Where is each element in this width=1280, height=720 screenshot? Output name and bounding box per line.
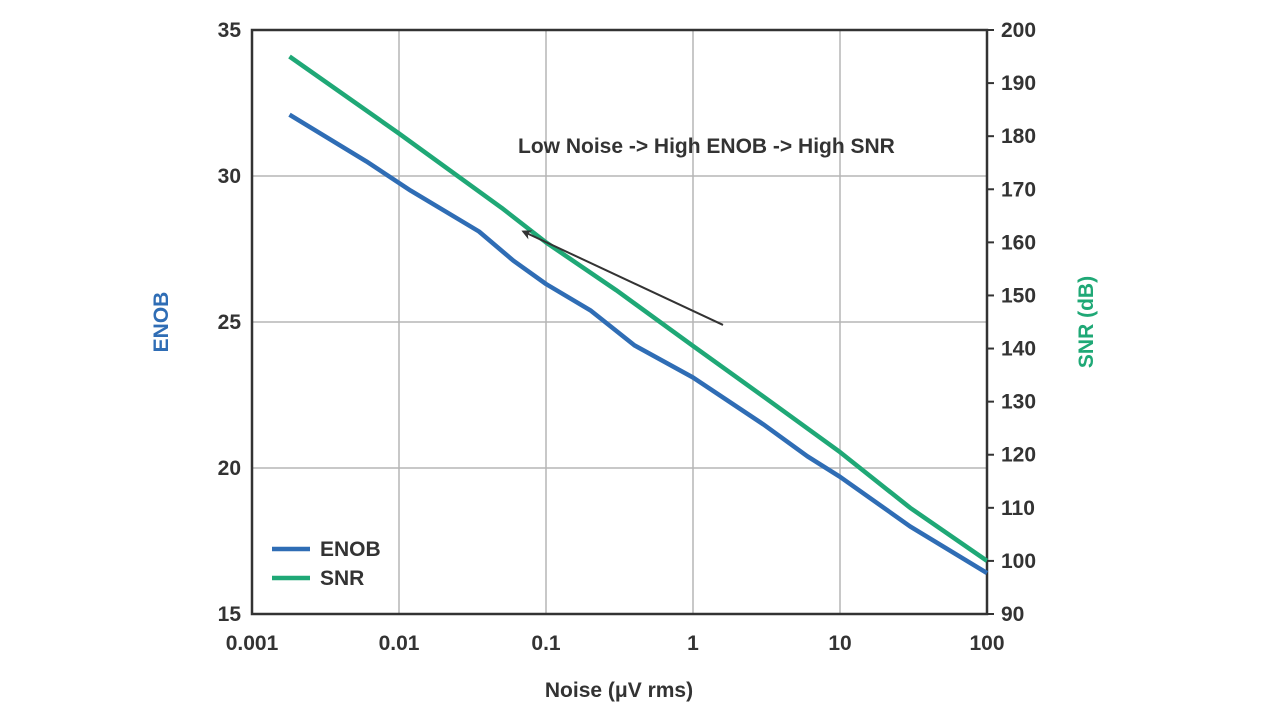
plot-frame xyxy=(250,28,989,616)
x-tick-label: 100 xyxy=(969,632,1004,655)
series-lines xyxy=(288,54,989,576)
y-left-tick-label: 15 xyxy=(218,603,242,626)
y-right-tick-label: 120 xyxy=(1001,444,1036,467)
y-right-tick-label: 90 xyxy=(1001,603,1024,626)
y-left-tick-label: 20 xyxy=(218,457,241,480)
y-right-tick-label: 180 xyxy=(1001,125,1036,148)
grid xyxy=(252,30,987,614)
y-right-tick-label: 190 xyxy=(1001,72,1036,95)
y-right-tick-label: 140 xyxy=(1001,338,1036,361)
y-right-tick-label: 150 xyxy=(1001,284,1036,307)
y-left-tick-label: 30 xyxy=(218,165,241,188)
y-right-tick-label: 110 xyxy=(1001,497,1035,520)
series-line-enob xyxy=(288,112,989,576)
ticks: 0.001 0.01 0.1 1 10 1001520253035901001101201… xyxy=(218,19,1036,655)
x-tick-label: 0.1 xyxy=(531,632,561,655)
y-axis-title-right: SNR (dB) xyxy=(1075,276,1098,368)
y-right-tick-label: 170 xyxy=(1001,178,1036,201)
y-right-tick-label: 130 xyxy=(1001,391,1036,414)
y-right-tick-label: 160 xyxy=(1001,231,1036,254)
legend-label-enob: ENOB xyxy=(320,538,381,561)
y-left-tick-label: 35 xyxy=(218,19,242,42)
y-left-tick-label: 25 xyxy=(218,311,242,334)
annotation: Low Noise -> High ENOB -> High SNR xyxy=(518,135,895,326)
annotation-text: Low Noise -> High ENOB -> High SNR xyxy=(518,135,895,158)
annotation-arrow xyxy=(521,230,724,326)
y-axis-title-left: ENOB xyxy=(150,292,173,353)
x-tick-label: 0.01 xyxy=(379,632,420,655)
x-axis-title: Noise (μV rms) xyxy=(545,679,693,702)
legend-label-snr: SNR xyxy=(320,567,364,590)
y-right-tick-label: 100 xyxy=(1001,550,1036,573)
y-right-tick-label: 200 xyxy=(1001,19,1036,42)
series-line-snr xyxy=(288,54,989,563)
x-tick-label: 10 xyxy=(828,632,851,655)
x-tick-label: 0.001 xyxy=(226,632,279,655)
legend: ENOB SNR xyxy=(272,538,381,590)
x-tick-label: 1 xyxy=(687,632,699,655)
